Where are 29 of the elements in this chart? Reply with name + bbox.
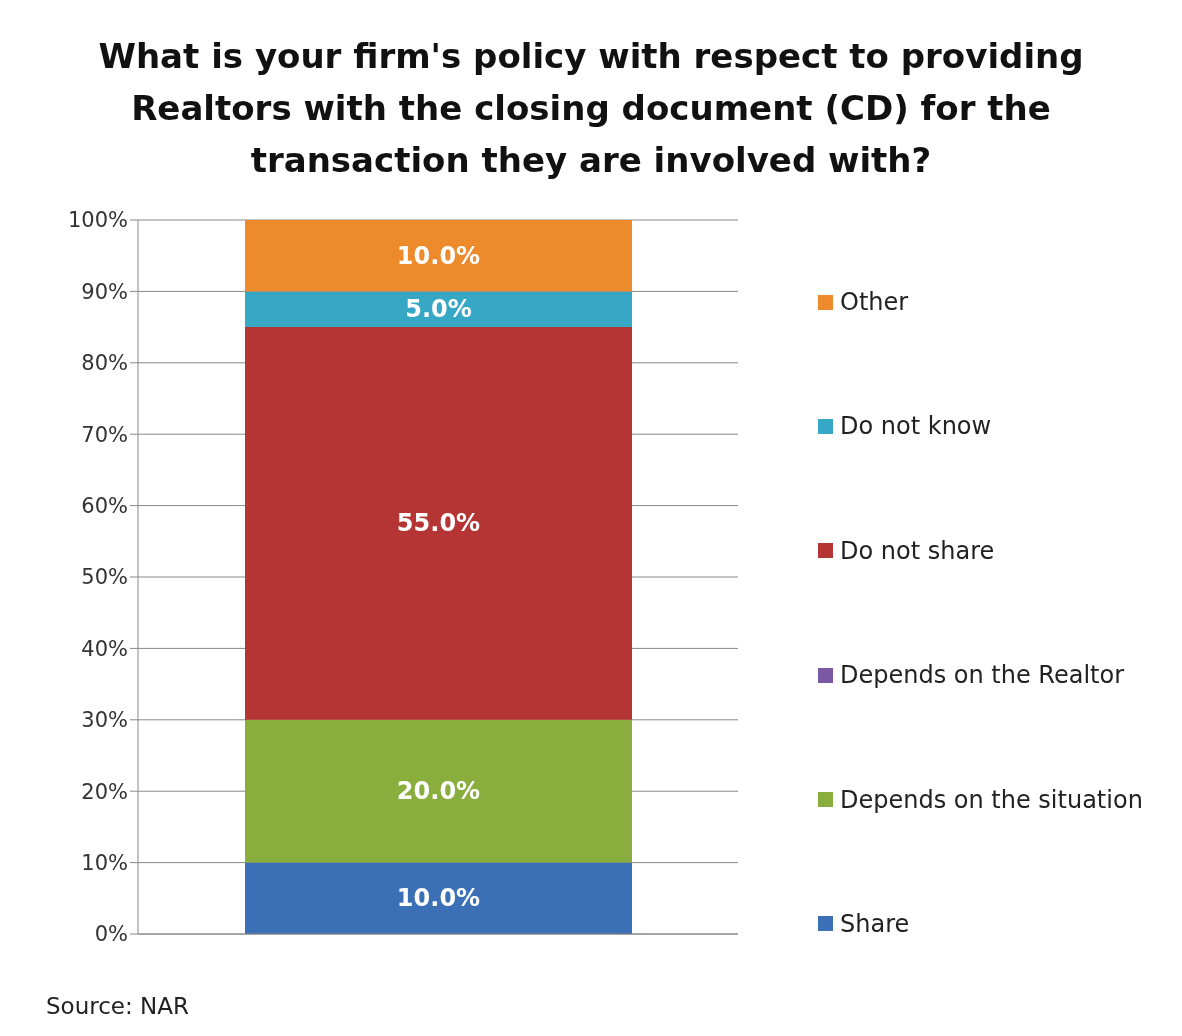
data-label: 20.0% <box>396 777 481 806</box>
bar <box>245 719 632 863</box>
y-tick-label: 50% <box>81 565 128 590</box>
legend-label: Depends on the Realtor <box>840 661 1125 690</box>
data-label: 5.0% <box>405 295 472 324</box>
data-label: 10.0% <box>396 884 481 913</box>
y-tick-label: 0% <box>94 922 128 947</box>
legend-label: Depends on the situation <box>840 785 1143 814</box>
legend-label: Do not share <box>840 536 995 565</box>
bar <box>245 862 632 934</box>
source-note: Source: NAR <box>46 993 189 1019</box>
data-label: 10.0% <box>396 241 481 270</box>
chart-title: What is your firm's policy with respect to providing Realtors with the closing document (CD) for the transaction they are involved with? <box>97 35 1085 182</box>
y-tick-label: 60% <box>81 494 128 519</box>
y-tick-label: 30% <box>81 708 128 733</box>
y-tick-label: 10% <box>81 851 128 876</box>
bar <box>245 291 632 328</box>
y-tick-label: 100% <box>67 208 128 233</box>
legend-label: Share <box>840 909 910 938</box>
bar <box>245 327 632 720</box>
bar <box>245 220 632 292</box>
y-tick-label: 80% <box>81 351 128 376</box>
y-tick-label: 40% <box>81 636 128 661</box>
y-tick-label: 90% <box>81 279 128 304</box>
y-tick-label: 20% <box>81 779 128 804</box>
legend-label: Other <box>840 288 909 316</box>
legend-label: Do not know <box>840 412 992 441</box>
data-label: 55.0% <box>396 509 481 538</box>
y-tick-label: 70% <box>81 422 128 447</box>
